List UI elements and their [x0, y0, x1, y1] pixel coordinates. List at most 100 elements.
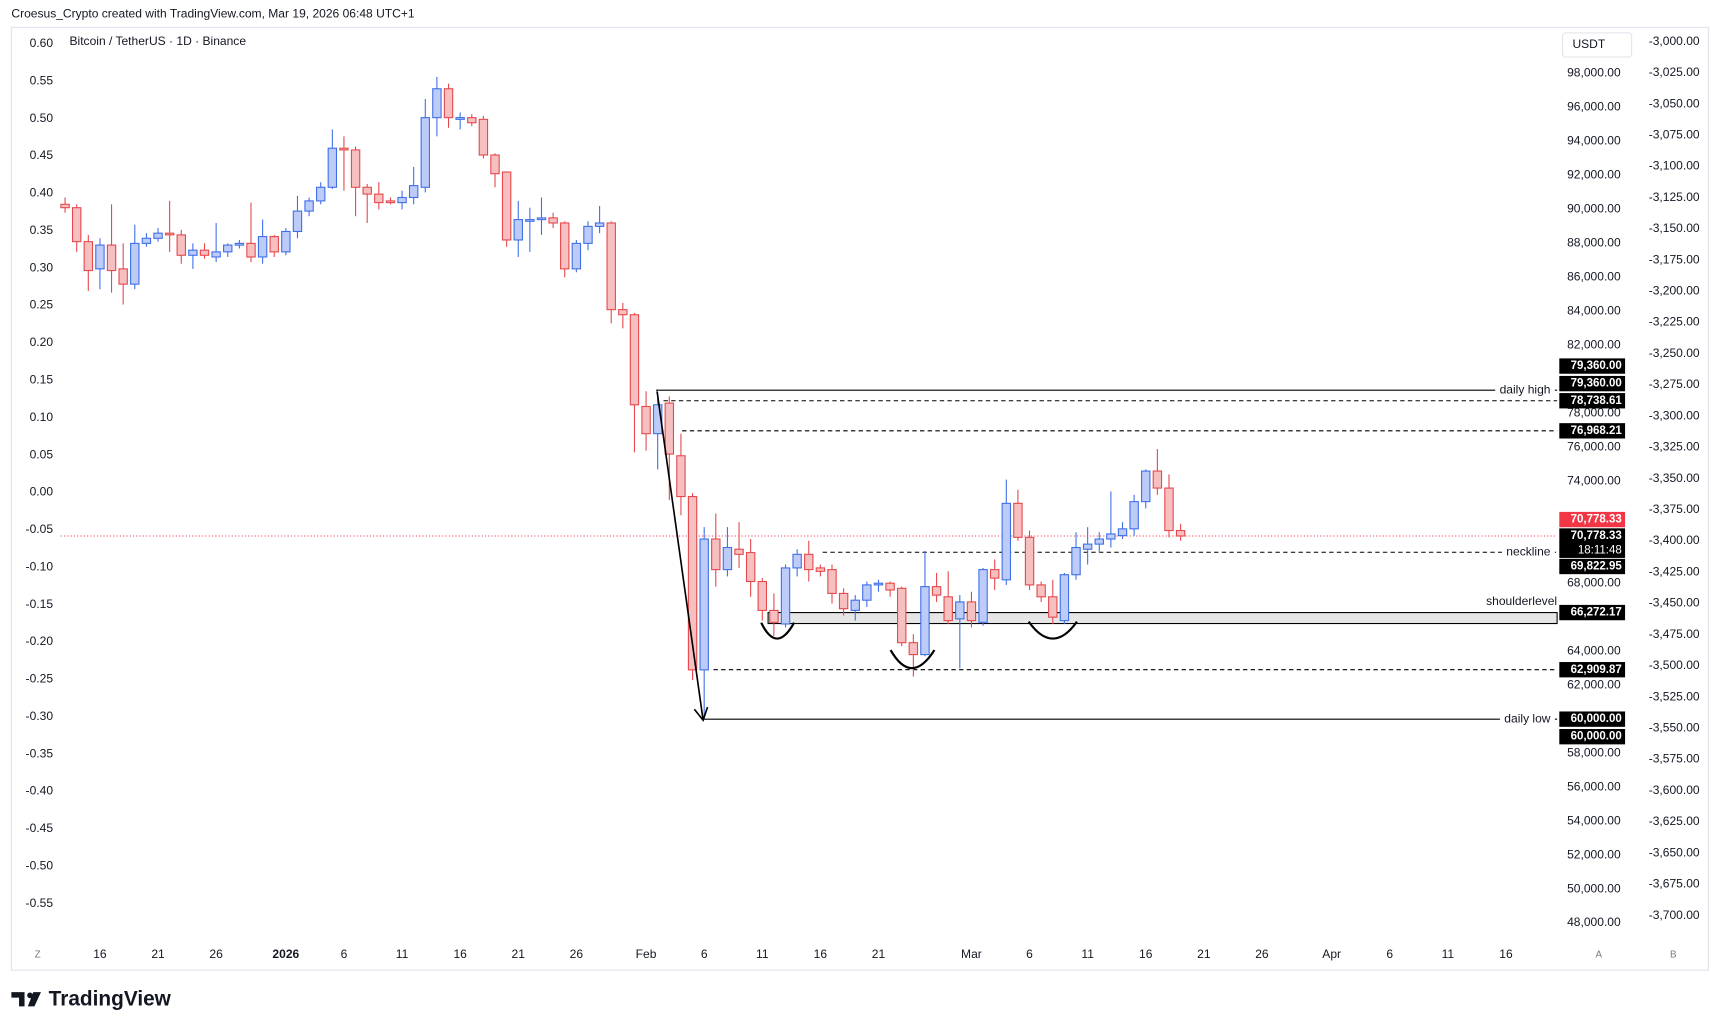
x-tick-label: 2026 — [272, 947, 299, 961]
y-tick-label: 50,000.00 — [1567, 881, 1621, 895]
candle-body — [525, 219, 535, 222]
candle-body — [362, 186, 372, 195]
y2-tick-label: -0.05 — [26, 522, 54, 536]
x-tick-label: 11 — [396, 947, 409, 961]
x-tick-label: 16 — [453, 947, 467, 961]
x-tick-label: Feb — [636, 947, 657, 961]
candle-body — [374, 193, 384, 204]
x-tick-label: 26 — [570, 947, 584, 961]
y-tick-label: 90,000.00 — [1567, 202, 1621, 216]
y-tick-label: 56,000.00 — [1567, 779, 1621, 793]
candle-body — [815, 567, 826, 572]
y-tick-label: 52,000.00 — [1567, 847, 1621, 861]
y2-tick-label: -0.50 — [26, 858, 54, 872]
shoulder-arc — [889, 649, 936, 670]
logo-mark — [27, 992, 33, 999]
y2-tick-label: 0.40 — [30, 186, 54, 200]
credit: Croesus_Crypto created with TradingView.… — [11, 6, 415, 20]
candle-body — [432, 88, 442, 119]
candle-body — [281, 230, 291, 253]
y-tick-label: 76,000.00 — [1567, 439, 1621, 453]
candle-body — [71, 207, 82, 243]
candle-body — [629, 314, 640, 406]
x-tick-label: 21 — [872, 947, 886, 961]
candle-body — [339, 147, 349, 151]
price-tag — [1559, 662, 1626, 678]
candle-body — [1117, 528, 1128, 537]
price-tag — [1559, 711, 1626, 727]
level-label: neckline — [1506, 544, 1550, 558]
candle-body — [1106, 533, 1116, 540]
x-tick-label: 21 — [512, 947, 526, 961]
candle-body — [664, 402, 675, 455]
y3-tick-label: -3,150.00 — [1649, 221, 1700, 235]
candle-body — [397, 196, 407, 204]
currency-button[interactable] — [1562, 32, 1633, 58]
candle-body — [211, 251, 221, 258]
candle-body — [176, 234, 186, 256]
x-tick-label: 6 — [341, 947, 348, 961]
y2-tick-label: 0.10 — [30, 410, 54, 424]
x-tick-label: 26 — [209, 947, 223, 961]
y3-tick-label: -3,250.00 — [1649, 346, 1700, 360]
x-tick-label: 6 — [1386, 947, 1393, 961]
y3-tick-label: -3,300.00 — [1649, 408, 1700, 422]
y2-tick-label: -0.20 — [26, 634, 54, 648]
chart-frame — [10, 26, 1709, 971]
level-label: daily low — [1504, 711, 1550, 725]
candle-body — [676, 455, 686, 498]
candle-body — [594, 222, 605, 227]
y2-tick-label: -0.10 — [26, 559, 54, 573]
price-tag-label: 69,822.95 — [1571, 561, 1623, 573]
candle-body — [467, 117, 477, 124]
candle-body — [641, 405, 651, 435]
candle-body — [1141, 470, 1151, 503]
candle-body — [862, 584, 872, 601]
corner-label[interactable]: B — [1670, 949, 1677, 960]
candle-body — [199, 249, 210, 256]
label-background — [1501, 544, 1555, 560]
y2-tick-label: -0.15 — [26, 597, 54, 611]
y3-tick-label: -3,050.00 — [1649, 96, 1700, 110]
y2-tick-label: 0.35 — [30, 223, 54, 237]
price-tag-label: 66,272.17 — [1571, 607, 1622, 619]
corner-label[interactable]: A — [1595, 949, 1602, 960]
y3-tick-label: -3,625.00 — [1649, 814, 1700, 828]
candle-body — [246, 242, 256, 258]
y2-tick-label: 0.00 — [30, 485, 54, 499]
candle-body — [955, 601, 965, 620]
candle-body — [304, 200, 314, 212]
y3-tick-label: -3,275.00 — [1649, 377, 1700, 391]
y3-tick-label: -3,600.00 — [1649, 783, 1700, 797]
candle-body — [83, 241, 94, 272]
brand-logo: TradingView — [11, 987, 172, 1010]
countdown: 18:11:48 — [1578, 544, 1622, 556]
y2-tick-label: -0.30 — [26, 709, 54, 723]
candle-body — [571, 242, 582, 270]
candle-body — [827, 569, 837, 594]
x-tick-label: 16 — [1499, 947, 1513, 961]
y2-tick-label: 0.30 — [30, 260, 54, 274]
y3-tick-label: -3,475.00 — [1649, 627, 1700, 641]
x-tick-label: Apr — [1322, 947, 1341, 961]
y3-tick-label: -3,550.00 — [1649, 721, 1700, 735]
candle-body — [711, 538, 721, 571]
candle-body — [455, 117, 465, 120]
candle-body — [60, 203, 70, 209]
candle-body — [536, 217, 547, 221]
y3-tick-label: -3,675.00 — [1649, 877, 1700, 891]
y3-tick-label: -3,400.00 — [1649, 533, 1700, 547]
price-tag-label: 70,778.33 — [1571, 514, 1622, 526]
y-tick-label: 96,000.00 — [1567, 100, 1621, 114]
y3-tick-label: -3,125.00 — [1649, 190, 1700, 204]
candle-body — [804, 553, 814, 571]
candle-body — [315, 186, 326, 202]
corner-label[interactable]: Z — [35, 949, 41, 960]
candle-body — [1071, 546, 1081, 576]
shoulder-band — [767, 612, 1558, 625]
candle-body — [292, 210, 303, 233]
candle-body — [1013, 502, 1023, 538]
shoulder-arc — [1027, 620, 1078, 640]
